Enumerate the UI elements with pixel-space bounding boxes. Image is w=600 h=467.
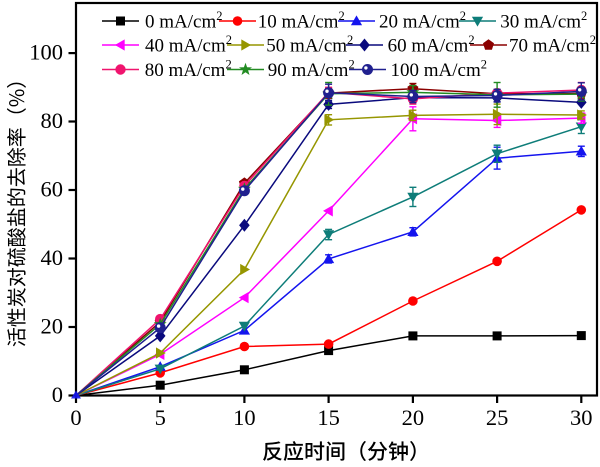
svg-text:30 mA/cm2: 30 mA/cm2 (500, 9, 587, 33)
svg-text:70 mA/cm2: 70 mA/cm2 (509, 33, 596, 57)
svg-text:20: 20 (41, 314, 64, 339)
svg-text:0 mA/cm2: 0 mA/cm2 (145, 9, 223, 33)
svg-text:40 mA/cm2: 40 mA/cm2 (145, 33, 232, 57)
svg-text:20 mA/cm2: 20 mA/cm2 (379, 9, 466, 33)
svg-text:10: 10 (233, 405, 256, 430)
svg-text:30: 30 (570, 405, 593, 430)
svg-text:80: 80 (41, 108, 64, 133)
svg-text:0: 0 (70, 405, 81, 430)
svg-text:5: 5 (155, 405, 166, 430)
svg-text:60: 60 (41, 177, 64, 202)
svg-text:100 mA/cm2: 100 mA/cm2 (391, 58, 488, 82)
svg-text:0: 0 (52, 382, 63, 407)
svg-text:20: 20 (402, 405, 425, 430)
svg-text:15: 15 (317, 405, 340, 430)
svg-text:80 mA/cm2: 80 mA/cm2 (145, 58, 232, 82)
svg-text:10 mA/cm2: 10 mA/cm2 (258, 9, 345, 33)
svg-text:100: 100 (29, 40, 63, 65)
svg-text:40: 40 (41, 245, 64, 270)
svg-text:25: 25 (486, 405, 509, 430)
svg-text:50 mA/cm2: 50 mA/cm2 (266, 33, 353, 57)
svg-text:90 mA/cm2: 90 mA/cm2 (268, 58, 355, 82)
svg-text:60 mA/cm2: 60 mA/cm2 (388, 33, 475, 57)
